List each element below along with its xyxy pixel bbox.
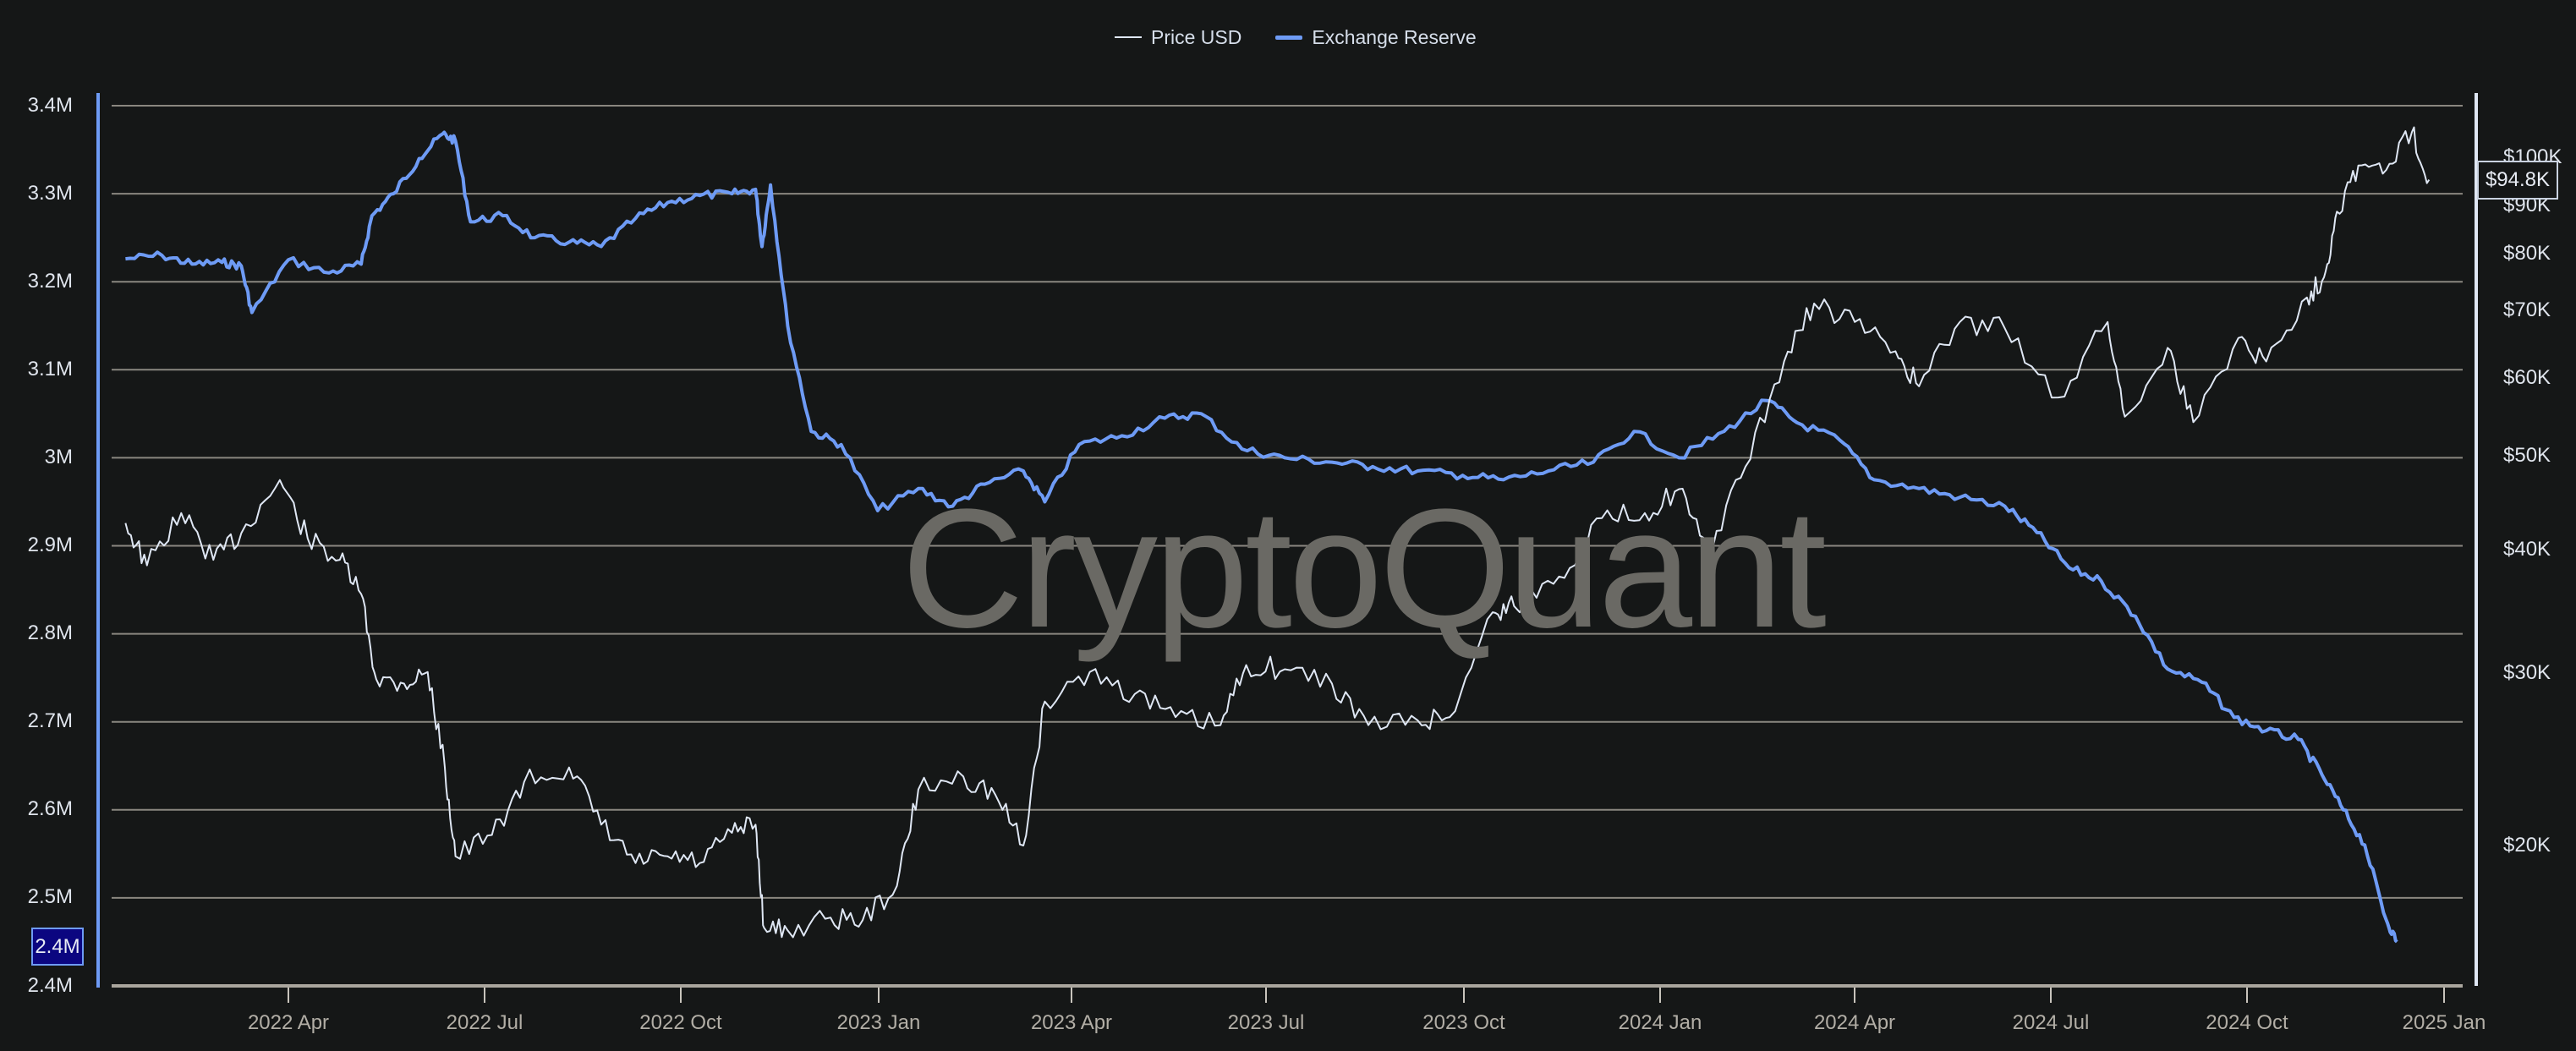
left-axis-tick: 3M — [44, 446, 73, 468]
x-axis-tick-label: 2022 Apr — [247, 1011, 330, 1034]
right-axis-tick: $40K — [2503, 538, 2551, 561]
x-axis-tick-label: 2023 Oct — [1422, 1011, 1505, 1034]
price-line-swatch-icon — [1115, 36, 1142, 38]
exchange-reserve-line[interactable] — [125, 130, 2398, 944]
legend-price-label: Price USD — [1151, 25, 1242, 48]
left-axis-tick: 2.5M — [27, 885, 73, 908]
legend-item-reserve[interactable]: Exchange Reserve — [1275, 25, 1477, 49]
reserve-line-swatch-icon — [1275, 35, 1303, 40]
current-reserve-badge: 2.4M — [31, 928, 84, 966]
x-axis-ticks — [288, 988, 2445, 1003]
x-axis-tick-label: 2024 Apr — [1813, 1011, 1896, 1034]
right-axis-tick: $30K — [2503, 661, 2551, 684]
left-axis-tick: 3.1M — [27, 358, 73, 380]
x-axis-tick-label: 2022 Oct — [639, 1011, 722, 1034]
x-axis-tick-label: 2023 Apr — [1030, 1011, 1113, 1034]
x-axis-tick-label: 2025 Jan — [2402, 1011, 2486, 1034]
left-axis-tick: 3.3M — [27, 182, 73, 205]
left-axis-tick: 2.8M — [27, 621, 73, 644]
right-axis-tick: $80K — [2503, 242, 2551, 265]
legend-reserve-label: Exchange Reserve — [1312, 25, 1477, 48]
left-axis-tick: 2.9M — [27, 534, 73, 556]
x-axis-tick-label: 2023 Jan — [836, 1011, 921, 1034]
left-axis-tick: 2.6M — [27, 797, 73, 820]
gridlines — [112, 105, 2463, 899]
chart-legend: Price USD Exchange Reserve — [1115, 22, 1510, 52]
x-axis-tick-label: 2024 Jan — [1618, 1011, 1702, 1034]
right-axis-tick: $70K — [2503, 298, 2551, 321]
x-axis-tick-label: 2022 Jul — [446, 1011, 523, 1034]
x-axis-tick-label: 2024 Jul — [2012, 1011, 2090, 1034]
x-axis-tick-label: 2023 Jul — [1227, 1011, 1305, 1034]
left-axis-tick: 3.2M — [27, 270, 73, 293]
right-axis-tick: $60K — [2503, 366, 2551, 389]
current-price-badge: $94.8K — [2477, 161, 2558, 200]
left-axis-tick: 2.7M — [27, 709, 73, 732]
price-usd-line[interactable] — [124, 126, 2431, 939]
legend-item-price[interactable]: Price USD — [1115, 26, 1241, 49]
right-axis-tick: $50K — [2503, 444, 2551, 467]
right-axis-tick: $20K — [2503, 834, 2551, 857]
x-axis-tick-label: 2024 Oct — [2206, 1011, 2288, 1034]
left-axis-tick: 2.4M — [27, 974, 73, 997]
left-axis-tick: 3.4M — [27, 94, 73, 117]
